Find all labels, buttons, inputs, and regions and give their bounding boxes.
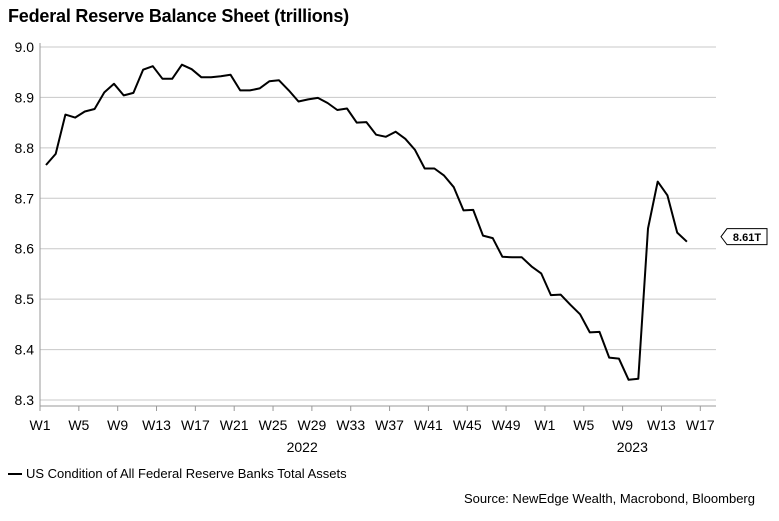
annotation-label: 8.61T [733, 232, 761, 244]
x-tick-label: W1 [534, 417, 555, 433]
y-tick-label: 8.8 [15, 140, 35, 156]
legend-swatch [8, 472, 22, 475]
y-tick-label: 8.5 [15, 291, 35, 307]
x-tick-label: W9 [107, 417, 128, 433]
x-tick-label: W33 [336, 417, 365, 433]
legend-label: US Condition of All Federal Reserve Bank… [26, 466, 347, 481]
legend: US Condition of All Federal Reserve Bank… [8, 466, 347, 481]
x-tick-labels: W1 W5 W9 W13 W17 W21 W25 W29 W33 W37 W41 W45 W49 W1 W5… [30, 417, 715, 455]
chart-title: Federal Reserve Balance Sheet (trillions… [8, 6, 349, 26]
x-tick-label: W41 [414, 417, 443, 433]
axes [39, 43, 716, 411]
x-tick-label: W17 [686, 417, 715, 433]
x-tick-label: W13 [647, 417, 676, 433]
series-line [45, 63, 688, 381]
x-tick-label: W25 [259, 417, 288, 433]
x-tick-label: W5 [573, 417, 594, 433]
value-annotation: 8.61T [720, 228, 768, 246]
x-tick-label: W49 [492, 417, 521, 433]
y-tick-label: 8.7 [15, 190, 35, 206]
x-tick-label: W17 [181, 417, 210, 433]
x-tick-label: W37 [375, 417, 404, 433]
series-group [45, 63, 688, 381]
x-tick-label: W13 [142, 417, 171, 433]
y-tick-label: 8.6 [15, 241, 35, 257]
x-tick-label: W5 [68, 417, 89, 433]
gridlines [40, 46, 716, 401]
source-note: Source: NewEdge Wealth, Macrobond, Bloom… [464, 491, 755, 506]
x-tick-label: W29 [297, 417, 326, 433]
x-tick-label: W21 [220, 417, 249, 433]
y-tick-label: 9.0 [15, 39, 35, 55]
y-tick-label: 8.3 [15, 392, 35, 408]
y-tick-label: 8.4 [15, 342, 35, 358]
x-tick-label: W1 [30, 417, 51, 433]
y-tick-label: 8.9 [15, 89, 35, 105]
year-label: 2022 [287, 439, 318, 455]
y-tick-labels: 9.0 8.9 8.8 8.7 8.6 8.5 8.4 8.3 [15, 39, 35, 408]
year-label: 2023 [617, 439, 648, 455]
annotation-box [720, 228, 768, 246]
x-tick-label: W9 [612, 417, 633, 433]
x-tick-label: W45 [453, 417, 482, 433]
